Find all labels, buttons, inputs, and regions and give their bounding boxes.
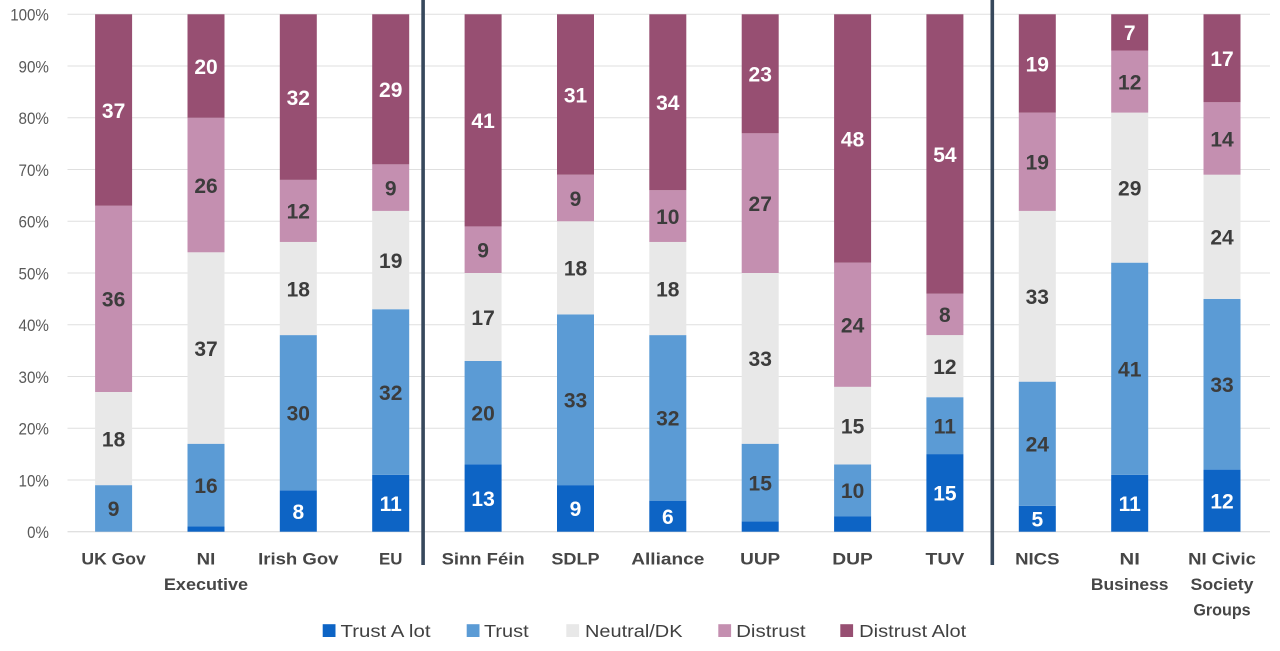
svg-text:24: 24 [1210,227,1234,250]
svg-text:33: 33 [1210,374,1233,397]
svg-text:18: 18 [656,278,680,301]
svg-text:30%: 30% [19,368,49,387]
svg-text:18: 18 [287,278,311,301]
svg-text:10%: 10% [19,471,49,490]
svg-text:54: 54 [933,144,957,167]
svg-text:18: 18 [564,258,588,281]
svg-text:60%: 60% [19,213,49,232]
svg-text:20: 20 [194,56,217,79]
svg-text:40%: 40% [19,316,49,335]
svg-text:26: 26 [194,175,217,198]
svg-text:UK Gov: UK Gov [81,549,146,568]
svg-text:DUP: DUP [832,549,873,568]
svg-text:29: 29 [379,79,402,102]
svg-text:Executive: Executive [164,575,248,594]
svg-text:12: 12 [1210,491,1233,514]
svg-text:9: 9 [385,177,397,200]
svg-text:Neutral/DK: Neutral/DK [585,621,683,641]
svg-text:NI: NI [197,549,216,568]
svg-text:12: 12 [287,201,310,224]
svg-text:20%: 20% [19,420,49,439]
svg-text:23: 23 [749,64,772,87]
svg-text:12: 12 [1118,71,1141,94]
svg-text:Alliance: Alliance [631,549,704,568]
svg-text:10: 10 [841,480,864,503]
svg-text:30: 30 [287,403,310,426]
svg-text:36: 36 [102,289,125,312]
svg-text:11: 11 [1119,493,1142,516]
svg-text:32: 32 [287,87,310,110]
svg-text:10: 10 [656,206,679,229]
svg-text:29: 29 [1118,177,1141,200]
svg-text:41: 41 [471,110,495,133]
svg-text:15: 15 [841,415,865,438]
svg-text:17: 17 [1210,48,1233,71]
svg-text:15: 15 [933,483,957,506]
svg-text:48: 48 [841,128,865,151]
svg-text:32: 32 [656,408,679,431]
svg-text:Irish Gov: Irish Gov [258,549,339,568]
svg-text:24: 24 [1026,434,1050,457]
svg-text:11: 11 [934,415,957,438]
svg-text:33: 33 [749,348,772,371]
svg-text:70%: 70% [19,161,49,180]
svg-text:41: 41 [1118,359,1142,382]
svg-text:SDLP: SDLP [551,549,599,568]
svg-text:19: 19 [1026,53,1049,76]
svg-text:0%: 0% [27,523,49,542]
svg-text:37: 37 [194,338,217,361]
svg-text:24: 24 [841,315,865,338]
svg-text:Distrust Alot: Distrust Alot [859,621,966,641]
svg-text:Groups: Groups [1193,601,1250,620]
svg-text:Trust: Trust [484,621,529,641]
svg-text:UUP: UUP [740,549,780,568]
svg-text:15: 15 [749,472,773,495]
svg-text:Sinn Féin: Sinn Féin [442,549,525,568]
svg-text:5: 5 [1031,509,1043,532]
svg-text:EU: EU [379,549,402,568]
svg-text:33: 33 [1026,286,1049,309]
svg-text:80%: 80% [19,109,49,128]
svg-text:32: 32 [379,382,402,405]
svg-text:12: 12 [933,356,956,379]
svg-text:100%: 100% [10,6,49,25]
svg-text:18: 18 [102,428,126,451]
svg-text:17: 17 [471,307,494,330]
svg-text:NICS: NICS [1015,549,1059,568]
svg-text:Trust A lot: Trust A lot [341,621,431,641]
svg-text:37: 37 [102,100,125,123]
svg-text:9: 9 [570,188,582,211]
svg-text:34: 34 [656,92,680,115]
svg-text:14: 14 [1210,128,1234,151]
svg-text:9: 9 [570,498,582,521]
svg-text:9: 9 [108,498,120,521]
svg-text:20: 20 [471,403,494,426]
svg-text:NI: NI [1120,549,1140,568]
svg-text:6: 6 [662,506,674,529]
svg-text:Business: Business [1091,575,1169,594]
svg-text:7: 7 [1124,22,1136,45]
svg-text:11: 11 [380,493,403,516]
svg-text:TUV: TUV [926,549,966,568]
svg-text:13: 13 [471,488,494,511]
svg-text:9: 9 [477,240,489,263]
svg-text:Distrust: Distrust [736,621,806,641]
svg-text:27: 27 [749,193,772,216]
svg-text:Society: Society [1191,575,1254,594]
svg-text:8: 8 [292,501,304,524]
svg-text:90%: 90% [19,57,49,76]
svg-text:16: 16 [194,475,217,498]
svg-text:8: 8 [939,304,951,327]
svg-text:19: 19 [1026,152,1049,175]
svg-text:19: 19 [379,250,402,273]
svg-text:33: 33 [564,390,587,413]
svg-text:31: 31 [564,84,588,107]
svg-text:NI Civic: NI Civic [1188,549,1256,568]
svg-text:50%: 50% [19,264,49,283]
